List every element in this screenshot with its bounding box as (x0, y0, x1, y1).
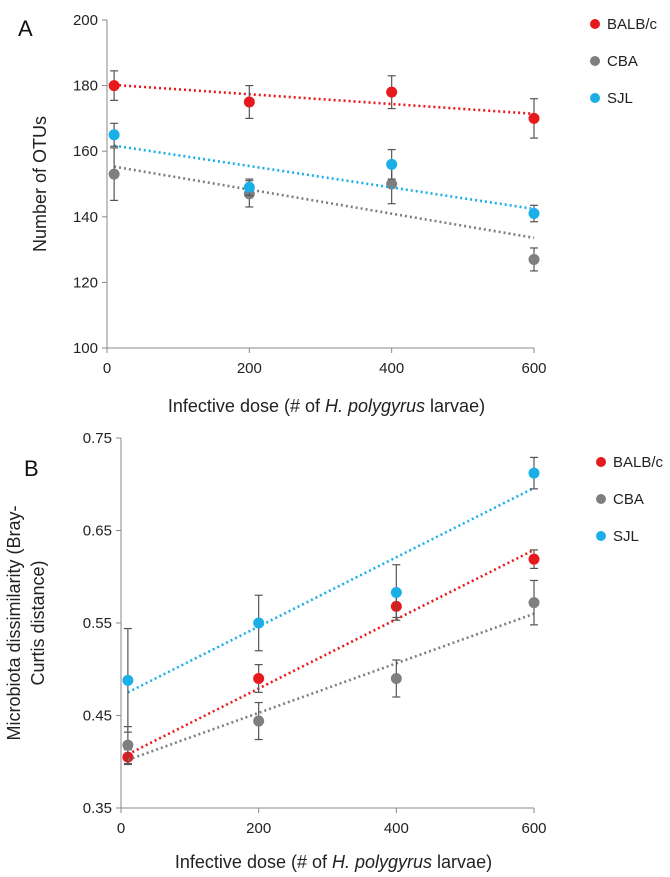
panel-A: A 100 120 140 160 180 200 0 200 400 600 Infective d… (18, 12, 658, 416)
data-point (108, 168, 120, 180)
y-tick-label: 180 (73, 78, 98, 95)
y-tick-label: 160 (73, 143, 98, 160)
series-balb-c: BALB/c (108, 16, 658, 139)
trend-line (127, 612, 535, 762)
x-axis-label-part: H. polygyrus (325, 396, 425, 416)
x-axis-label-part: larvae) (432, 852, 492, 872)
data-point (390, 673, 402, 684)
data-point (528, 253, 540, 265)
x-tick-label: 0 (103, 360, 111, 377)
data-point (243, 181, 255, 193)
series-cba: CBA (122, 491, 644, 765)
data-point (386, 178, 398, 190)
y-axis-label-line: Number of OTUs (30, 116, 50, 252)
x-tick-label: 0 (117, 820, 125, 837)
legend-label: CBA (613, 491, 644, 508)
series-sjl: SJL (108, 90, 633, 223)
series-sjl: SJL (122, 456, 639, 733)
y-axis-label-line: Microbiota dissimilarity (Bray- (4, 505, 24, 740)
data-point (528, 553, 540, 565)
x-tick-label: 400 (384, 820, 409, 837)
x-tick-label: 400 (379, 360, 404, 377)
data-point (386, 158, 398, 170)
legend-marker (590, 19, 600, 29)
trend-line (127, 486, 535, 694)
trend-line (113, 165, 535, 240)
legend-label: SJL (607, 90, 633, 107)
y-axis-label: Microbiota dissimilarity (Bray- Curtis di… (4, 505, 48, 740)
data-point (386, 86, 398, 98)
x-axis-label-part: H. polygyrus (332, 852, 432, 872)
y-tick-label: 120 (73, 274, 98, 291)
data-point (528, 467, 540, 479)
data-point (122, 739, 134, 751)
y-tick-label: 0.65 (83, 523, 112, 540)
panel-letter: B (24, 456, 39, 481)
y-tick-label: 0.75 (83, 430, 112, 447)
x-axis-label-part: Infective dose (# of (175, 852, 332, 872)
x-axis-label-part: larvae) (425, 396, 485, 416)
data-point (528, 208, 540, 220)
data-point (528, 597, 540, 609)
legend-marker (596, 457, 606, 467)
trend-line (127, 548, 535, 756)
legend-label: BALB/c (613, 454, 664, 471)
x-tick-label: 600 (521, 820, 546, 837)
legend-marker (596, 494, 606, 504)
legend-label: SJL (613, 528, 639, 545)
legend-marker (596, 531, 606, 541)
y-tick-label: 140 (73, 209, 98, 226)
trend-line (113, 144, 535, 211)
y-tick-label: 100 (73, 340, 98, 357)
data-point (253, 715, 265, 727)
panel-letter: A (18, 16, 33, 41)
y-axis-label: Number of OTUs (30, 116, 50, 252)
y-axis-label-line: Curtis distance) (28, 560, 48, 685)
data-point (253, 617, 265, 629)
data-point (108, 80, 120, 92)
data-point (243, 96, 255, 108)
series-cba: CBA (108, 53, 638, 272)
data-point (528, 112, 540, 124)
data-point (122, 674, 134, 686)
x-axis-label-part: Infective dose (# of (168, 396, 325, 416)
y-tick-label: 200 (73, 12, 98, 29)
legend-marker (590, 56, 600, 66)
legend-marker (590, 93, 600, 103)
y-tick-label: 0.45 (83, 708, 112, 725)
series-balb-c: BALB/c (122, 454, 664, 766)
x-axis-label: Infective dose (# of H. polygyrus larvae… (168, 396, 485, 416)
legend-label: CBA (607, 53, 638, 70)
x-tick-label: 600 (521, 360, 546, 377)
data-point (253, 673, 265, 684)
x-tick-label: 200 (237, 360, 262, 377)
x-tick-label: 200 (246, 820, 271, 837)
y-tick-label: 0.35 (83, 800, 112, 817)
data-point (390, 586, 402, 598)
data-point (108, 129, 120, 141)
trend-line (114, 83, 535, 116)
x-axis-label: Infective dose (# of H. polygyrus larvae… (175, 852, 492, 872)
panel-B: B 0.35 0.45 0.55 0.65 0.75 0 200 400 600 Infective… (4, 430, 664, 872)
y-tick-label: 0.55 (83, 615, 112, 632)
legend-label: BALB/c (607, 16, 658, 33)
